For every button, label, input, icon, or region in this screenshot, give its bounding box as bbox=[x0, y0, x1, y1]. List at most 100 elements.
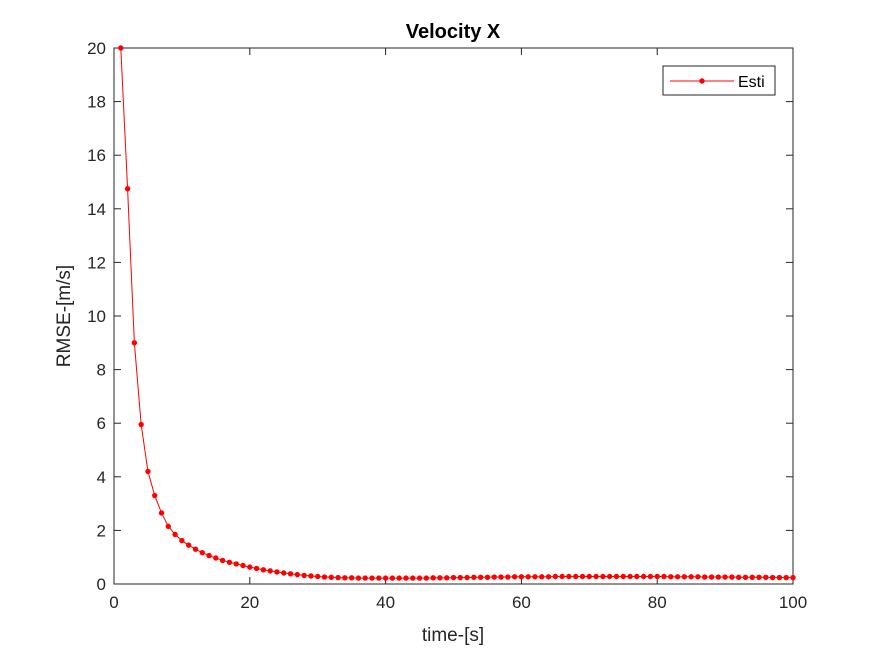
x-tick-label: 60 bbox=[512, 593, 531, 612]
data-point bbox=[274, 569, 280, 575]
data-point bbox=[240, 562, 246, 569]
axes-box bbox=[113, 47, 794, 585]
y-tick-label: 2 bbox=[97, 521, 106, 540]
data-point bbox=[742, 574, 749, 580]
data-point bbox=[287, 571, 294, 577]
x-tick-label: 100 bbox=[779, 593, 807, 612]
data-point bbox=[172, 531, 178, 538]
data-point bbox=[396, 575, 402, 581]
data-point bbox=[192, 546, 199, 552]
data-point bbox=[674, 574, 681, 580]
data-point bbox=[790, 574, 796, 581]
legend-marker bbox=[699, 78, 705, 84]
data-point bbox=[505, 574, 511, 580]
y-tick-label: 8 bbox=[97, 361, 106, 380]
data-point bbox=[124, 186, 131, 192]
y-tick-label: 12 bbox=[87, 253, 106, 272]
legend-label-esti: Esti bbox=[738, 74, 765, 91]
data-point bbox=[695, 574, 701, 580]
data-point bbox=[342, 575, 348, 581]
data-point bbox=[315, 573, 321, 580]
data-point bbox=[260, 567, 267, 573]
data-point bbox=[559, 573, 565, 580]
data-point bbox=[145, 468, 151, 475]
data-point bbox=[158, 510, 165, 516]
data-point bbox=[511, 574, 518, 580]
data-point bbox=[776, 574, 783, 581]
data-point bbox=[647, 573, 654, 580]
x-axis-label: time-[s] bbox=[422, 625, 484, 646]
data-point bbox=[430, 575, 436, 581]
data-point bbox=[233, 561, 239, 567]
data-point bbox=[688, 574, 694, 580]
chart-title: Velocity X bbox=[406, 21, 501, 43]
data-point bbox=[735, 574, 742, 580]
data-point bbox=[165, 523, 172, 530]
y-axis-label: RMSE-[m/s] bbox=[54, 265, 75, 367]
data-point bbox=[410, 575, 416, 581]
data-point bbox=[328, 574, 334, 580]
data-point bbox=[573, 573, 579, 580]
data-point bbox=[729, 574, 735, 580]
data-point bbox=[179, 537, 185, 544]
data-point bbox=[640, 573, 647, 580]
data-point bbox=[457, 574, 463, 581]
legend: Esti bbox=[662, 65, 776, 96]
data-point bbox=[294, 571, 301, 578]
data-point bbox=[185, 542, 192, 548]
data-point bbox=[437, 575, 443, 581]
data-point bbox=[301, 572, 307, 579]
data-point bbox=[532, 574, 538, 580]
data-point bbox=[654, 573, 660, 580]
data-point bbox=[152, 492, 158, 499]
data-point bbox=[715, 574, 722, 580]
data-point bbox=[600, 573, 606, 580]
data-point bbox=[620, 573, 626, 580]
data-point bbox=[423, 575, 430, 581]
y-tick-label: 16 bbox=[87, 146, 106, 165]
data-point bbox=[586, 573, 592, 580]
plot-area: 0 20 40 60 80 100 0 2 4 6 8 10 12 14 16 18 20 bbox=[87, 39, 807, 612]
data-point bbox=[308, 573, 314, 579]
data-point bbox=[627, 573, 633, 580]
data-point bbox=[267, 568, 273, 574]
data-point bbox=[484, 574, 491, 580]
data-point bbox=[708, 574, 715, 580]
data-point bbox=[477, 574, 484, 580]
data-point bbox=[247, 564, 253, 570]
data-point bbox=[226, 559, 233, 565]
data-point bbox=[348, 575, 355, 581]
data-point bbox=[471, 574, 477, 580]
data-point bbox=[769, 574, 776, 581]
data-point bbox=[756, 574, 762, 580]
data-point bbox=[206, 552, 212, 559]
data-point bbox=[464, 574, 470, 581]
x-tick-label: 40 bbox=[376, 593, 395, 612]
data-point bbox=[545, 574, 552, 580]
data-point bbox=[491, 574, 497, 580]
data-point bbox=[702, 574, 708, 580]
y-tick-label: 0 bbox=[97, 575, 106, 594]
data-point bbox=[362, 575, 368, 581]
y-tick-label: 10 bbox=[87, 307, 106, 326]
data-point bbox=[783, 574, 789, 581]
data-point bbox=[138, 421, 144, 428]
x-tick-label: 0 bbox=[109, 593, 118, 612]
y-tick-label: 6 bbox=[97, 414, 106, 433]
y-tick-label: 14 bbox=[87, 200, 106, 219]
x-tick-label: 20 bbox=[240, 593, 259, 612]
data-point bbox=[681, 574, 688, 580]
data-point bbox=[369, 575, 375, 581]
data-point bbox=[253, 565, 260, 572]
data-point bbox=[668, 574, 674, 580]
data-point bbox=[321, 574, 328, 580]
y-tick-label: 20 bbox=[87, 39, 106, 58]
data-point bbox=[382, 575, 389, 581]
data-point bbox=[444, 575, 450, 581]
data-point bbox=[389, 575, 396, 581]
data-point bbox=[634, 573, 640, 580]
y-tick-label: 18 bbox=[87, 93, 106, 112]
data-point bbox=[416, 575, 423, 581]
